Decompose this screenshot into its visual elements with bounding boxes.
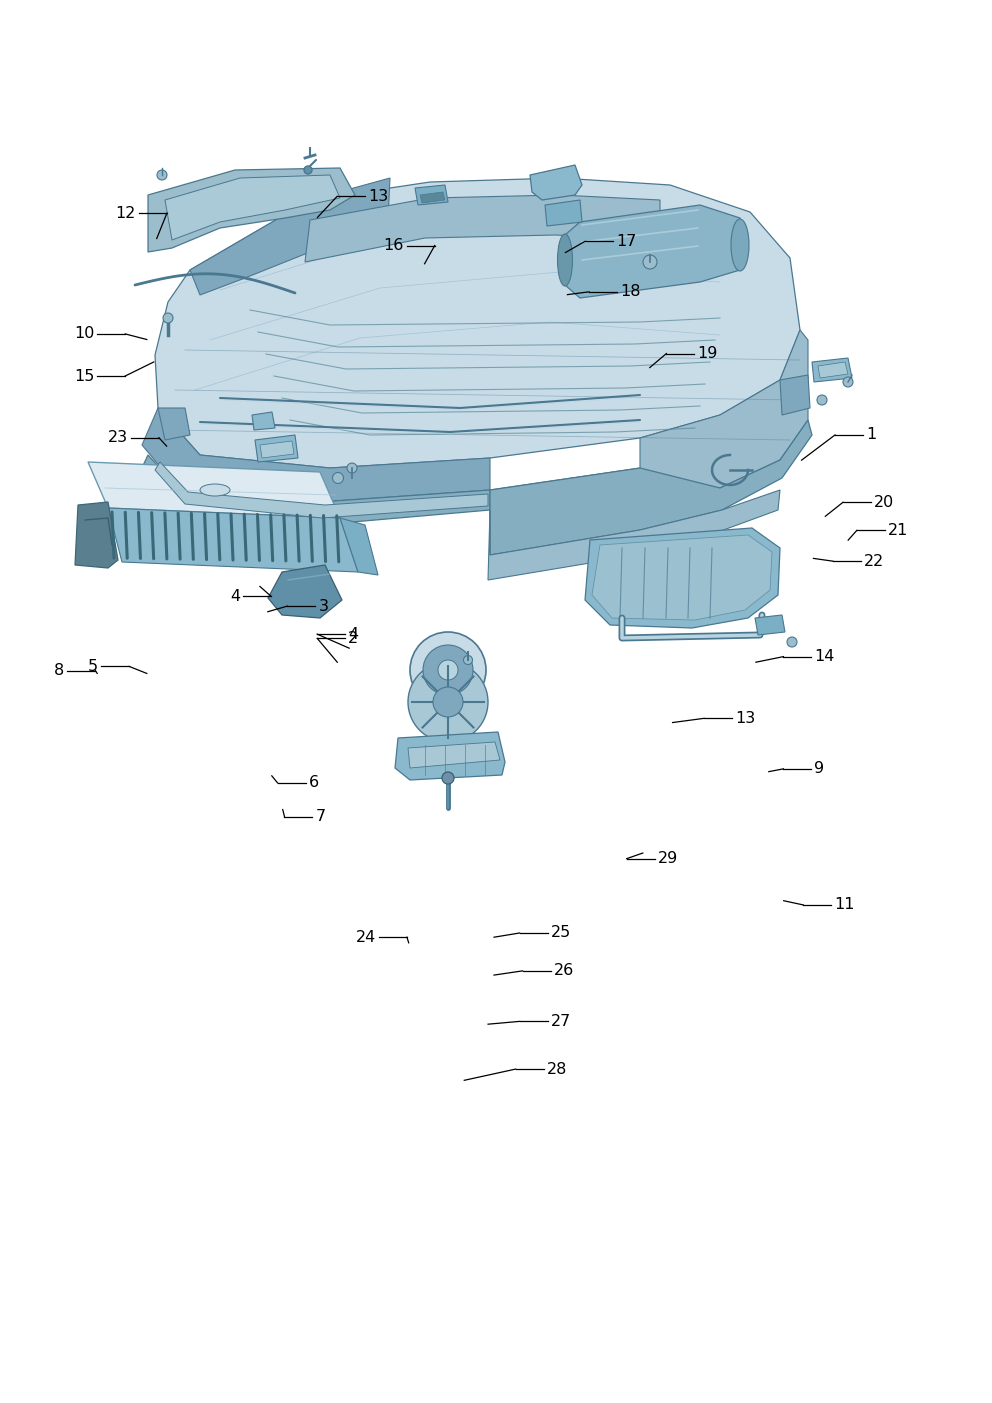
Polygon shape: [305, 195, 660, 262]
Text: 27: 27: [551, 1014, 570, 1028]
Text: 18: 18: [620, 285, 641, 299]
Polygon shape: [148, 168, 355, 253]
Polygon shape: [155, 462, 488, 518]
Circle shape: [347, 463, 357, 473]
Circle shape: [817, 396, 827, 405]
Polygon shape: [165, 175, 340, 240]
Text: 7: 7: [315, 810, 325, 824]
Ellipse shape: [558, 234, 572, 286]
Text: 13: 13: [735, 711, 755, 725]
Text: 6: 6: [309, 776, 318, 790]
Text: 23: 23: [108, 431, 128, 445]
Polygon shape: [490, 330, 808, 530]
Polygon shape: [565, 205, 740, 297]
Text: 11: 11: [834, 898, 855, 912]
Text: 3: 3: [318, 599, 328, 613]
Polygon shape: [88, 462, 340, 518]
Text: 15: 15: [73, 369, 94, 383]
Text: 5: 5: [88, 659, 98, 673]
Polygon shape: [490, 419, 812, 556]
Polygon shape: [252, 412, 275, 429]
Circle shape: [423, 645, 473, 694]
Polygon shape: [108, 508, 358, 572]
Polygon shape: [158, 408, 190, 441]
Polygon shape: [260, 441, 294, 457]
Circle shape: [332, 473, 343, 484]
Polygon shape: [340, 518, 378, 575]
Polygon shape: [780, 375, 810, 415]
Polygon shape: [142, 408, 490, 502]
Polygon shape: [408, 742, 500, 767]
Polygon shape: [592, 535, 772, 620]
Circle shape: [163, 313, 173, 323]
Polygon shape: [420, 192, 445, 203]
Text: 29: 29: [658, 852, 678, 866]
Polygon shape: [818, 362, 848, 377]
Circle shape: [442, 772, 454, 784]
Text: 20: 20: [874, 495, 894, 509]
Text: 16: 16: [383, 239, 404, 253]
Text: 8: 8: [55, 664, 64, 678]
Text: 25: 25: [551, 926, 570, 940]
Text: 13: 13: [368, 189, 388, 203]
Text: 4: 4: [348, 627, 358, 641]
Text: 4: 4: [230, 589, 240, 603]
Text: 2: 2: [348, 631, 358, 645]
Polygon shape: [268, 565, 342, 617]
Polygon shape: [395, 732, 505, 780]
Polygon shape: [755, 615, 785, 636]
Polygon shape: [75, 502, 118, 568]
Circle shape: [438, 659, 458, 680]
Polygon shape: [530, 166, 582, 201]
Circle shape: [157, 170, 167, 180]
Polygon shape: [255, 435, 298, 462]
Polygon shape: [488, 490, 780, 579]
Text: 14: 14: [814, 650, 835, 664]
Circle shape: [643, 255, 657, 269]
Text: 21: 21: [888, 523, 909, 537]
Polygon shape: [190, 178, 390, 295]
Circle shape: [843, 377, 853, 387]
Text: 9: 9: [814, 762, 824, 776]
Polygon shape: [155, 178, 800, 469]
Text: 10: 10: [73, 327, 94, 341]
Circle shape: [410, 631, 486, 709]
Ellipse shape: [200, 484, 230, 497]
Circle shape: [463, 655, 472, 665]
Polygon shape: [585, 528, 780, 629]
Text: 19: 19: [697, 347, 718, 361]
Circle shape: [787, 637, 797, 647]
Ellipse shape: [731, 219, 749, 271]
Text: 1: 1: [866, 428, 876, 442]
Circle shape: [304, 166, 312, 174]
Text: 22: 22: [864, 554, 884, 568]
Polygon shape: [545, 201, 582, 226]
Circle shape: [408, 662, 488, 742]
Text: 17: 17: [616, 234, 637, 248]
Polygon shape: [140, 455, 490, 525]
Polygon shape: [415, 185, 448, 205]
Polygon shape: [812, 358, 852, 382]
Text: 26: 26: [554, 964, 573, 978]
Text: 12: 12: [115, 206, 136, 220]
Circle shape: [433, 687, 463, 717]
Text: 24: 24: [356, 930, 376, 944]
Text: 28: 28: [547, 1062, 567, 1076]
